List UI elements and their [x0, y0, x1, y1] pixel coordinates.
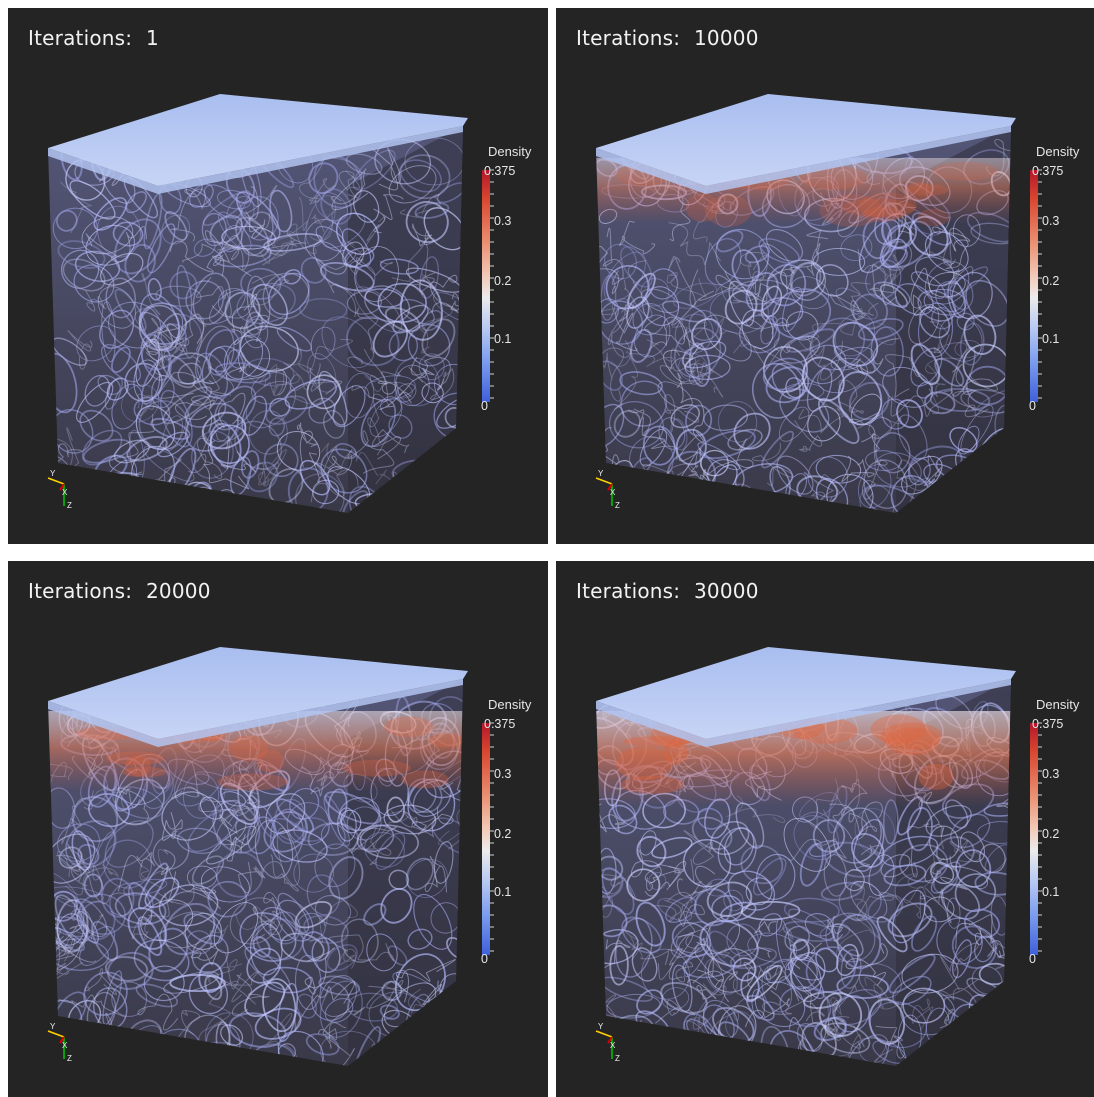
iterations-label: Iterations: 20000	[28, 579, 211, 603]
density-colorbar	[482, 170, 490, 402]
iterations-value: 30000	[694, 579, 759, 603]
colorbar-tick-0.1: 0.1	[1042, 332, 1060, 346]
volume-render	[596, 94, 1042, 513]
colorbar-tick-0.2: 0.2	[494, 274, 512, 288]
svg-text:Z: Z	[67, 501, 72, 510]
colorbar-tick-0: 0	[481, 399, 488, 413]
panel-iterations-30000: Iterations: 30000 Density 0.375 0.3 0.2 0…	[556, 561, 1094, 1097]
colorbar-title: Density	[1036, 697, 1080, 712]
colorbar-tick-0.2: 0.2	[1042, 827, 1060, 841]
panel-iterations-20000: Iterations: 20000 Density 0.375 0.3 0.2 0…	[8, 561, 548, 1097]
svg-text:Y: Y	[50, 1022, 56, 1031]
colorbar-tick-0.3: 0.3	[494, 214, 512, 228]
panel-iterations-1: Iterations: 1 Density 0.375 0.3 0.2 0.1 0…	[8, 8, 548, 544]
colorbar-title: Density	[488, 697, 532, 712]
colorbar-tick-0.3: 0.3	[1042, 767, 1060, 781]
colorbar-tick-0: 0	[1029, 952, 1036, 966]
colorbar-tick-0.1: 0.1	[494, 885, 512, 899]
colorbar-title: Density	[488, 144, 532, 159]
colorbar-tick-max: 0.375	[484, 717, 516, 731]
orientation-axes-icon: Y XZ	[595, 1022, 620, 1063]
colorbar-tick-0: 0	[481, 952, 488, 966]
colorbar-title: Density	[1036, 144, 1080, 159]
volume-render	[48, 647, 494, 1066]
colorbar-tick-0.1: 0.1	[494, 332, 512, 346]
density-colorbar	[1030, 170, 1038, 402]
orientation-axes-icon: Y XZ	[47, 469, 72, 510]
svg-text:X: X	[610, 488, 616, 497]
colorbar-tick-max: 0.375	[1032, 164, 1064, 178]
orientation-axes-icon: Y XZ	[47, 1022, 72, 1063]
density-colorbar	[482, 723, 490, 955]
svg-text:Y: Y	[598, 1022, 604, 1031]
density-colorbar	[1030, 723, 1038, 955]
colorbar-tick-max: 0.375	[484, 164, 516, 178]
iterations-label: Iterations: 10000	[576, 26, 759, 50]
volume-render	[596, 647, 1042, 1066]
colorbar-tick-0: 0	[1029, 399, 1036, 413]
colorbar-tick-0.3: 0.3	[494, 767, 512, 781]
svg-text:Y: Y	[598, 469, 604, 478]
svg-text:X: X	[610, 1041, 616, 1050]
iterations-value: 1	[146, 26, 159, 50]
colorbar-tick-0.2: 0.2	[494, 827, 512, 841]
panel-iterations-10000: Iterations: 10000 Density 0.375 0.3 0.2 0…	[556, 8, 1094, 544]
colorbar-tick-0.1: 0.1	[1042, 885, 1060, 899]
iterations-label: Iterations: 1	[28, 26, 159, 50]
iterations-label: Iterations: 30000	[576, 579, 759, 603]
svg-text:Z: Z	[615, 501, 620, 510]
svg-text:Z: Z	[615, 1054, 620, 1063]
svg-text:X: X	[62, 1041, 68, 1050]
volume-render	[48, 94, 494, 513]
iterations-value: 10000	[694, 26, 759, 50]
iterations-value: 20000	[146, 579, 211, 603]
svg-text:Z: Z	[67, 1054, 72, 1063]
colorbar-tick-0.3: 0.3	[1042, 214, 1060, 228]
svg-text:X: X	[62, 488, 68, 497]
colorbar-tick-max: 0.375	[1032, 717, 1064, 731]
orientation-axes-icon: Y XZ	[595, 469, 620, 510]
svg-text:Y: Y	[50, 469, 56, 478]
colorbar-tick-0.2: 0.2	[1042, 274, 1060, 288]
